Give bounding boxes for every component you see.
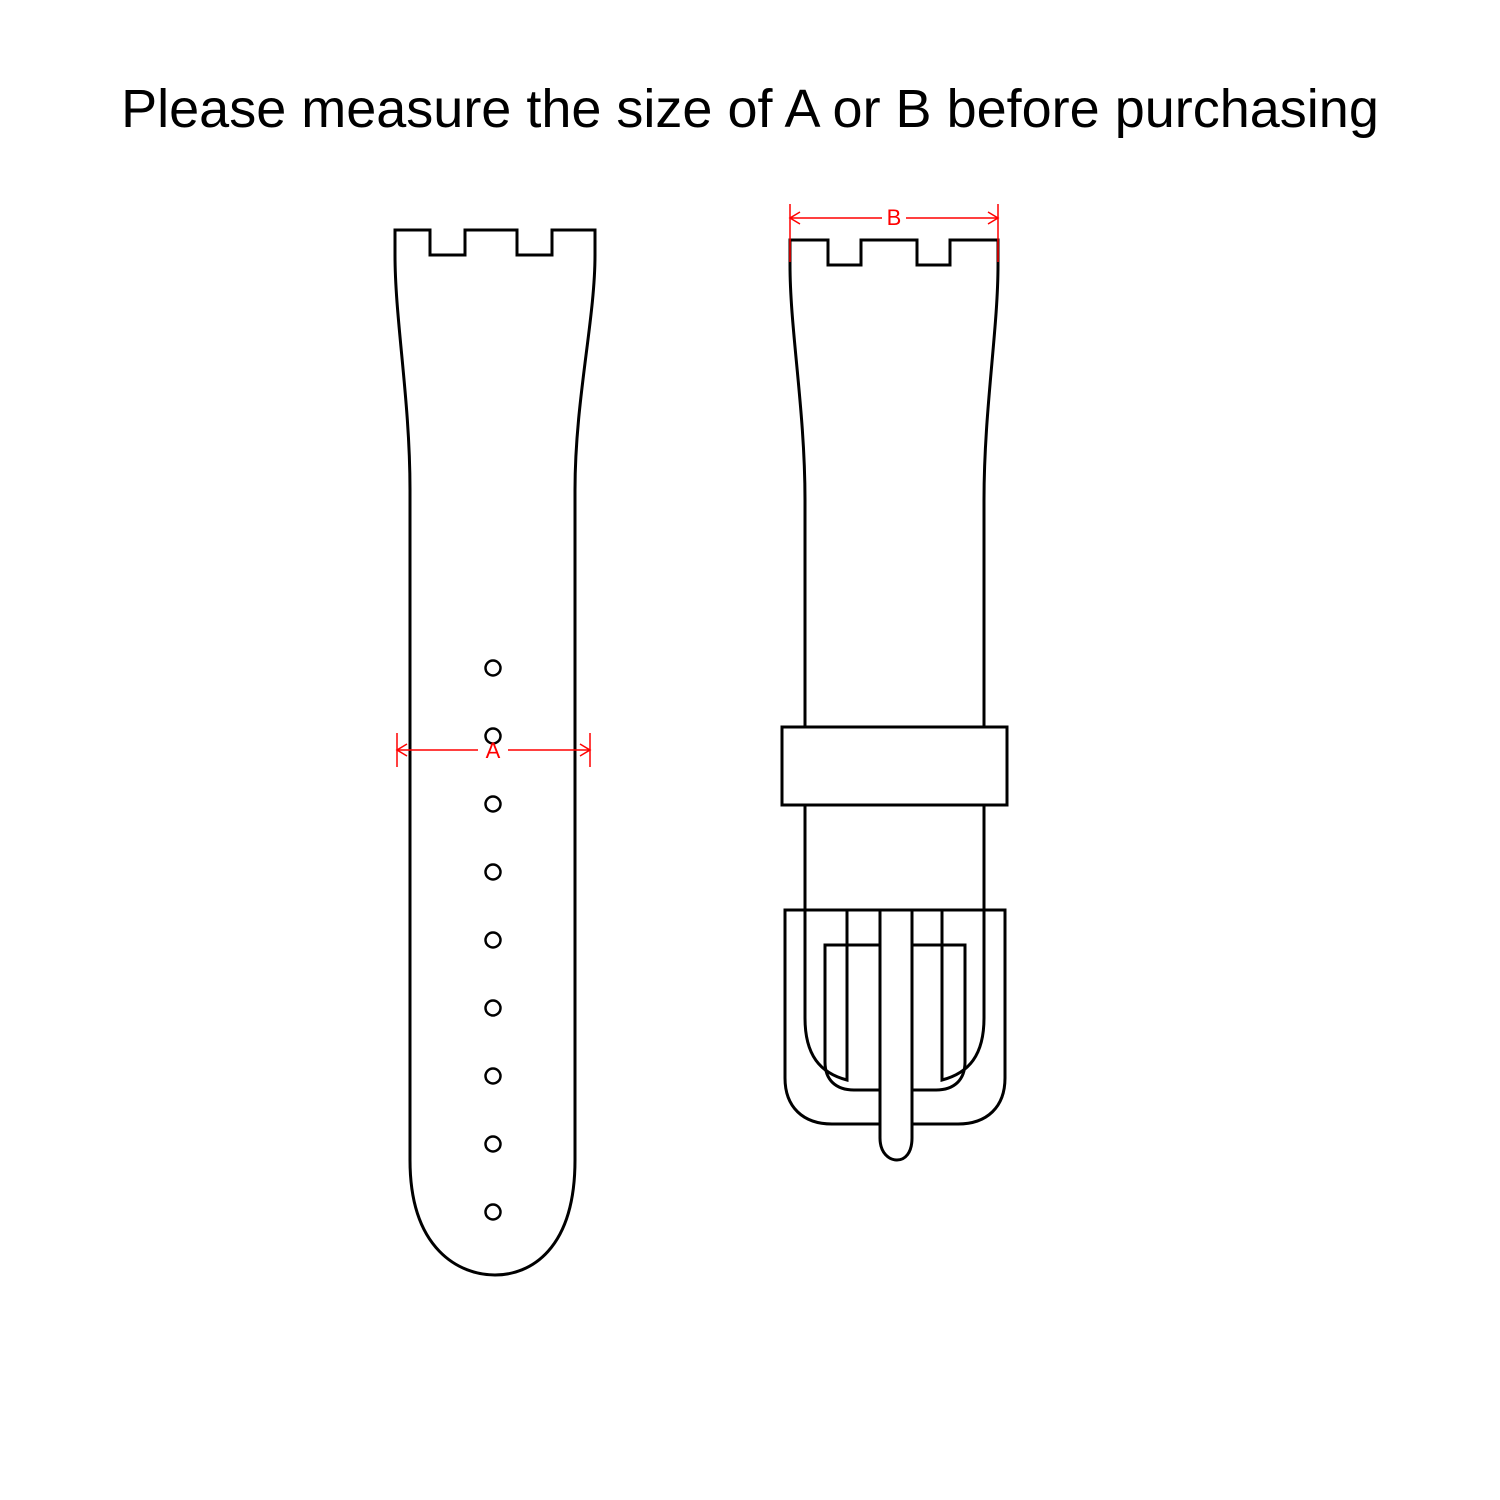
strap-diagram: A bbox=[0, 200, 1500, 1500]
dimension-b-label: B bbox=[887, 205, 902, 230]
right-strap bbox=[782, 240, 1007, 1160]
page-title: Please measure the size of A or B before… bbox=[0, 78, 1500, 140]
dimension-a-label: A bbox=[486, 738, 501, 763]
dimension-a: A bbox=[397, 733, 590, 767]
